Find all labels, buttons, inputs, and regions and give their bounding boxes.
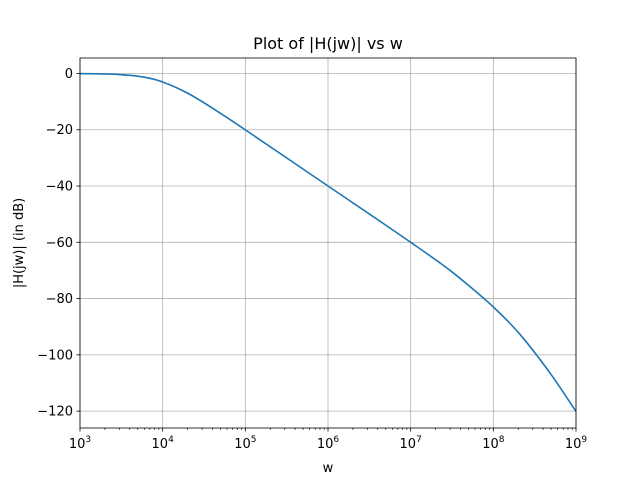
series-line xyxy=(79,72,577,412)
y-tick-label: −120 xyxy=(37,405,73,420)
x-tick-label: 107 xyxy=(400,435,422,452)
y-tick-label: 0 xyxy=(65,67,73,82)
x-tick-label: 103 xyxy=(69,435,91,452)
chart-title: Plot of |H(jw)| vs w xyxy=(253,34,403,53)
y-axis: 0 −20 −40 −60 −80 −100 −120 xyxy=(37,67,80,420)
x-axis: 103 104 105 106 107 108 109 xyxy=(69,428,588,452)
y-tick-label: −40 xyxy=(46,180,73,195)
grid xyxy=(79,58,577,428)
x-tick-label: 106 xyxy=(317,435,340,452)
x-axis-label: w xyxy=(323,461,334,476)
x-tick-label: 108 xyxy=(482,435,505,452)
y-tick-label: −100 xyxy=(37,348,73,363)
y-axis-label: |H(jw)| (in dB) xyxy=(12,198,27,288)
y-tick-label: −80 xyxy=(46,292,73,307)
y-tick-label: −20 xyxy=(46,123,73,138)
x-tick-label: 109 xyxy=(565,435,588,452)
x-tick-label: 105 xyxy=(234,435,256,452)
x-tick-label: 104 xyxy=(152,435,175,452)
y-tick-label: −60 xyxy=(46,236,73,251)
